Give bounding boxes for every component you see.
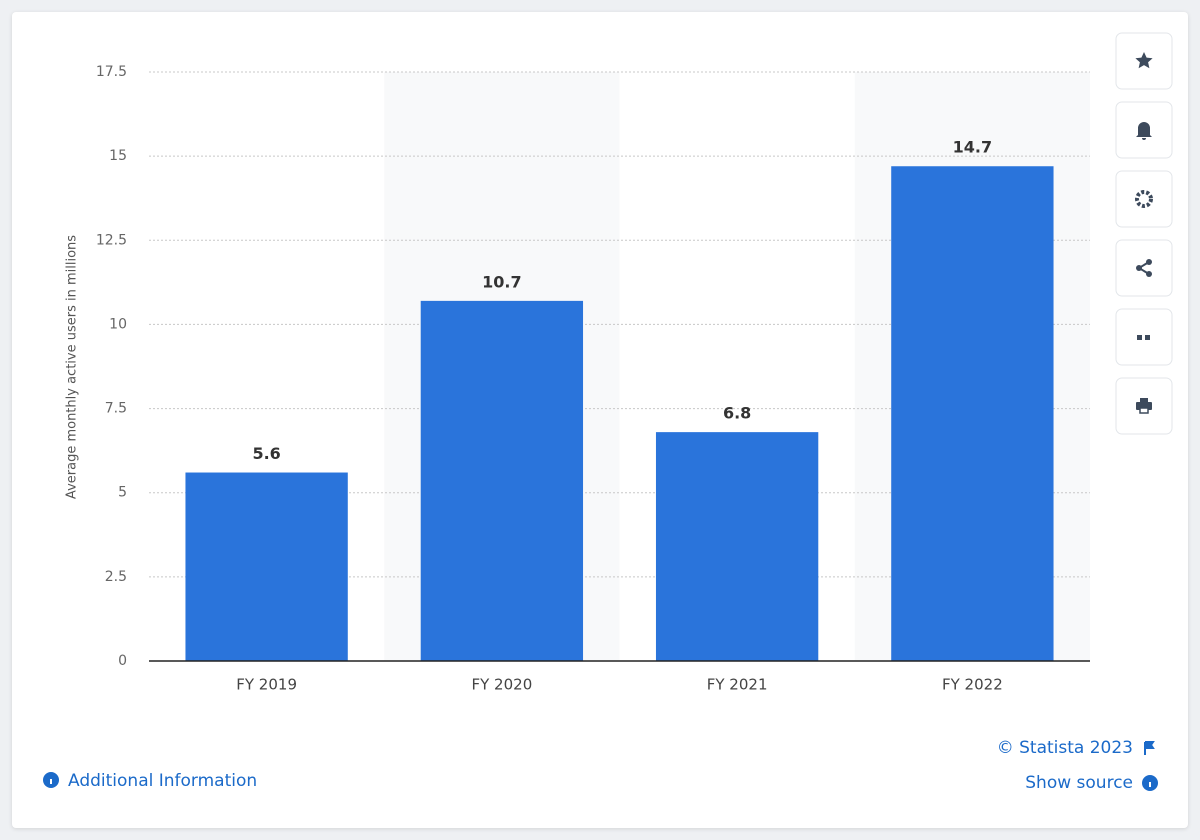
y-tick-label: 5 [118, 485, 127, 501]
value-label: 10.7 [482, 272, 521, 291]
additional-information[interactable]: Additional Information [68, 771, 257, 791]
y-tick-label: 2.5 [105, 569, 127, 585]
y-tick-label: 17.5 [96, 64, 127, 80]
y-tick-label: 7.5 [105, 401, 127, 417]
y-axis-label: Average monthly active users in millions [65, 235, 80, 499]
info-icon-mark [1149, 782, 1151, 787]
gear-icon [1135, 190, 1153, 208]
value-label: 6.8 [723, 404, 751, 423]
x-tick-label: FY 2022 [942, 676, 1003, 694]
print-icon [1136, 398, 1152, 414]
bell-icon [1136, 122, 1152, 140]
bar [420, 300, 584, 661]
x-tick-label: FY 2019 [236, 676, 297, 694]
quote-icon [1137, 335, 1150, 340]
side-buttons[interactable] [1115, 32, 1173, 435]
y-tick-label: 15 [109, 148, 127, 164]
star-icon [1135, 52, 1153, 69]
info-icon-mark [50, 779, 52, 784]
bar [891, 166, 1054, 662]
share-button[interactable] [1115, 239, 1173, 297]
x-tick-label: FY 2021 [707, 676, 768, 694]
bar [185, 472, 348, 661]
y-tick-label: 12.5 [96, 232, 127, 248]
cite-button[interactable] [1115, 308, 1173, 366]
copyright[interactable]: © Statista 2023 [997, 738, 1133, 758]
share-icon [1136, 259, 1152, 277]
x-tick-label: FY 2020 [472, 676, 533, 694]
bar [655, 432, 819, 661]
show-source[interactable]: Show source [1025, 773, 1133, 793]
value-label: 14.7 [953, 138, 992, 157]
y-tick-label: 0 [118, 653, 127, 669]
value-label: 5.6 [252, 444, 280, 463]
settings-button[interactable] [1115, 170, 1173, 228]
y-tick-label: 10 [109, 316, 127, 332]
flag-icon [1144, 741, 1155, 755]
